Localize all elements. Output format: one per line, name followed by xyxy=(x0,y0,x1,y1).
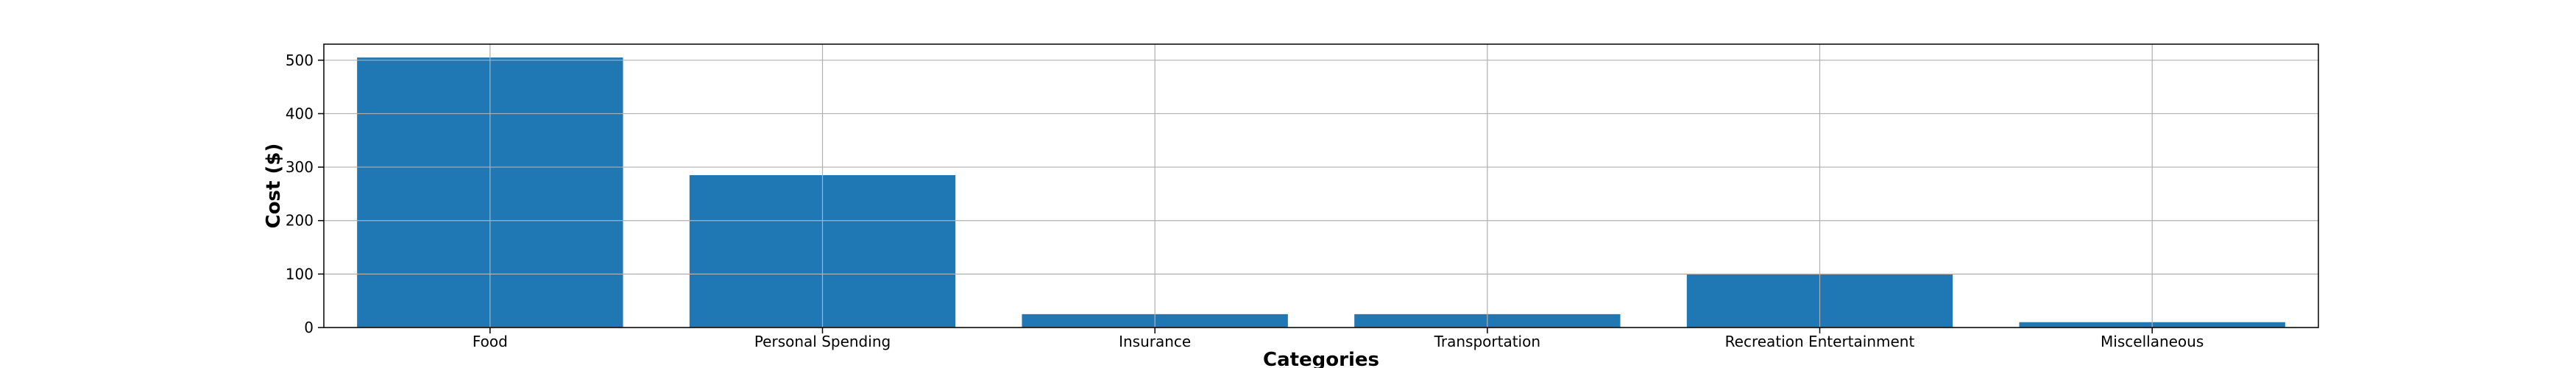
y-axis-label: Cost ($) xyxy=(263,144,285,229)
x-axis-ticks: Food Personal Spending Insurance Transporta… xyxy=(473,328,2204,350)
y-tick-label-0: 0 xyxy=(304,319,314,336)
x-tick-label-4: Recreation Entertainment xyxy=(1725,333,1915,350)
bars xyxy=(357,57,2285,328)
y-tick-label-5: 500 xyxy=(286,52,314,69)
axes-frame xyxy=(323,43,2319,328)
x-tick-label-0: Food xyxy=(473,333,508,350)
y-tick-label-3: 300 xyxy=(286,158,314,176)
y-tick-label-2: 200 xyxy=(286,212,314,230)
x-tick-label-2: Insurance xyxy=(1119,333,1191,350)
x-tick-label-1: Personal Spending xyxy=(754,333,891,350)
y-axis-ticks: 0 100 200 300 400 500 xyxy=(286,52,324,336)
y-tick-label-1: 100 xyxy=(286,265,314,283)
x-tick-label-5: Miscellaneous xyxy=(2101,333,2204,350)
y-tick-label-4: 400 xyxy=(286,105,314,122)
x-axis-label: Categories xyxy=(1263,349,1379,368)
x-tick-label-3: Transportation xyxy=(1434,333,1540,350)
